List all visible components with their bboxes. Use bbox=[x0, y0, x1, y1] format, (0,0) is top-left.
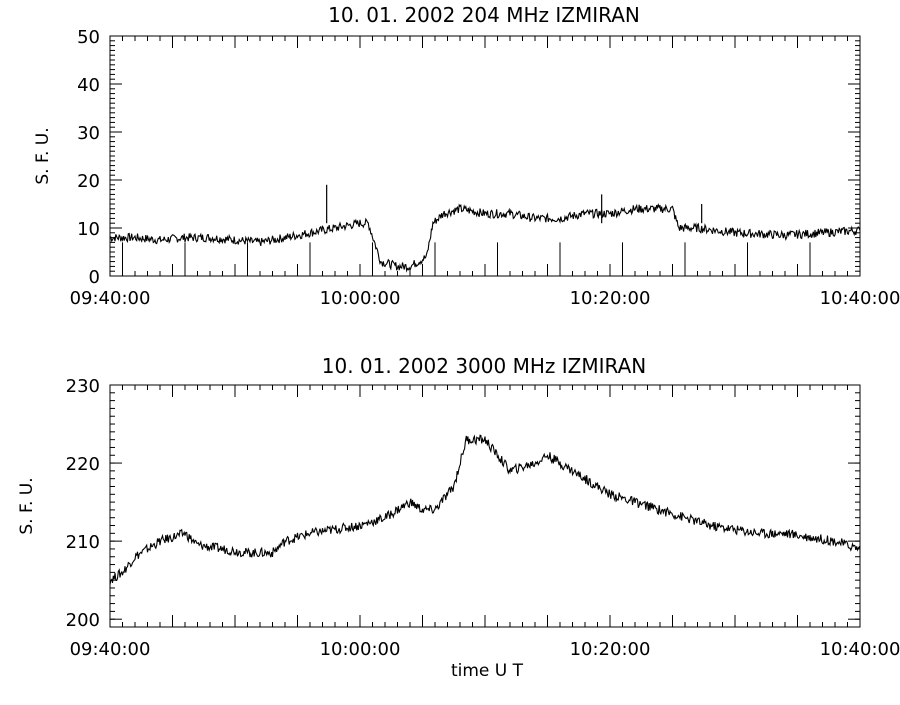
x-ticks: 09:40:00 10:00:00 10:20:00 10:40:00 bbox=[70, 36, 900, 309]
series-group bbox=[109, 184, 861, 276]
y-tick-label: 0 bbox=[89, 267, 100, 288]
y-tick-label: 230 bbox=[66, 376, 100, 397]
x-tick-label: 10:00:00 bbox=[320, 639, 401, 660]
y-axis-label: S. F. U. bbox=[17, 477, 37, 534]
y-tick-label: 40 bbox=[77, 75, 100, 96]
y-tick-label: 200 bbox=[66, 610, 100, 631]
x-tick-label: 10:20:00 bbox=[570, 288, 651, 309]
y-ticks: 0 10 20 30 40 50 bbox=[77, 27, 860, 288]
y-tick-label: 210 bbox=[66, 532, 100, 553]
plot-frame bbox=[109, 384, 861, 628]
y-tick-label: 20 bbox=[77, 171, 100, 192]
chart-panel-3000mhz: 10. 01. 2002 3000 MHz IZMIRAN S. F. U. 2… bbox=[17, 354, 900, 681]
y-axis-label: S. F. U. bbox=[33, 127, 53, 184]
x-tick-label: 10:40:00 bbox=[820, 639, 900, 660]
x-tick-label: 09:40:00 bbox=[70, 639, 151, 660]
y-tick-label: 10 bbox=[77, 219, 100, 240]
chart-title: 10. 01. 2002 204 MHz IZMIRAN bbox=[328, 3, 640, 27]
series-line bbox=[109, 434, 861, 585]
x-ticks: 09:40:00 10:00:00 10:20:00 10:40:00 bbox=[70, 385, 900, 660]
y-tick-label: 30 bbox=[77, 123, 100, 144]
y-tick-label: 220 bbox=[66, 454, 100, 475]
series-group bbox=[109, 434, 861, 585]
x-tick-label: 10:00:00 bbox=[320, 288, 401, 309]
series-line bbox=[109, 203, 861, 273]
x-tick-label: 09:40:00 bbox=[70, 288, 151, 309]
chart-panel-204mhz: 10. 01. 2002 204 MHz IZMIRAN S. F. U. 0 1… bbox=[33, 3, 900, 309]
y-ticks: 200 210 220 230 bbox=[66, 376, 860, 631]
x-tick-label: 10:20:00 bbox=[570, 639, 651, 660]
chart-title: 10. 01. 2002 3000 MHz IZMIRAN bbox=[322, 354, 646, 378]
x-tick-label: 10:40:00 bbox=[820, 288, 900, 309]
y-tick-label: 50 bbox=[77, 27, 100, 48]
x-axis-label: time U T bbox=[451, 661, 524, 681]
